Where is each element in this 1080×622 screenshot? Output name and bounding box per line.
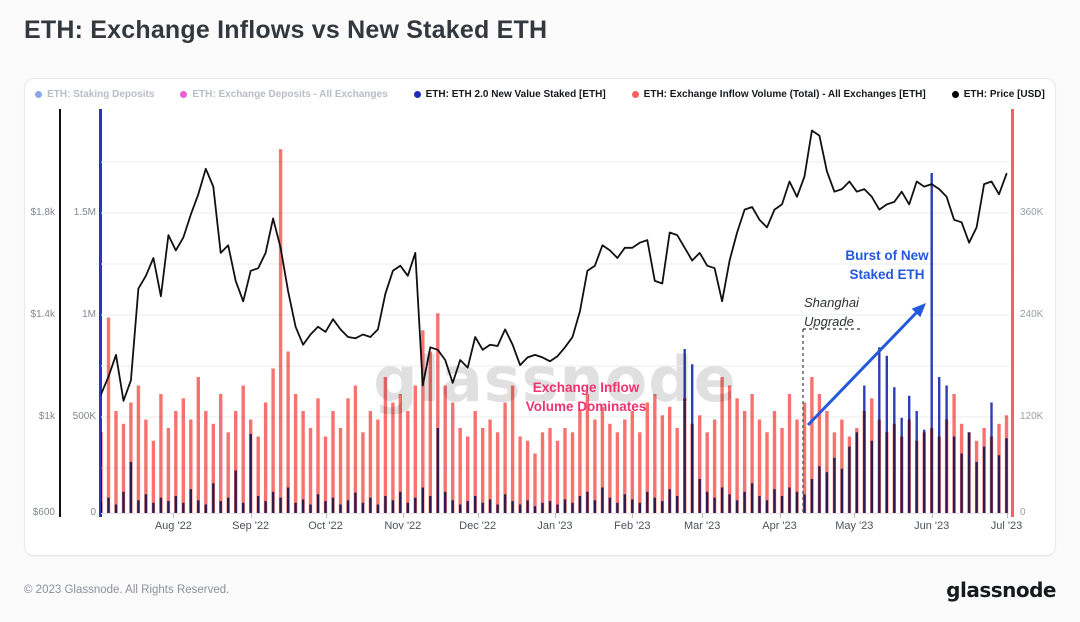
month-tick xyxy=(555,513,556,518)
month-tick-label: May '23 xyxy=(835,520,874,532)
legend-label: ETH: Exchange Inflow Volume (Total) - Al… xyxy=(643,89,926,100)
axis-tick-label: $1k xyxy=(38,411,55,422)
legend-dot-icon xyxy=(951,91,959,98)
legend-label: ETH: Exchange Deposits - All Exchanges xyxy=(192,89,388,100)
plot-area[interactable] xyxy=(101,111,1009,513)
inflow-axis-labels: 360K 240K 120K 0 xyxy=(1020,79,1064,557)
inflow-axis-line xyxy=(1011,109,1014,517)
legend-item-exchange-deposits[interactable]: ETH: Exchange Deposits - All Exchanges xyxy=(180,89,388,100)
month-tick xyxy=(173,513,175,518)
chart-legend: ETH: Staking Deposits ETH: Exchange Depo… xyxy=(25,89,1055,100)
axis-tick-label: 1M xyxy=(82,309,96,320)
axis-tick-label: 1.5M xyxy=(73,207,96,218)
price-axis-line xyxy=(59,109,61,517)
annotation-burst-of-new-staked-eth: Burst of New Staked ETH xyxy=(845,248,929,282)
plot-canvas xyxy=(101,129,1009,513)
month-tick xyxy=(477,513,479,518)
axis-tick-label: 0 xyxy=(90,507,96,518)
chart-card: ETH: Staking Deposits ETH: Exchange Depo… xyxy=(24,78,1056,556)
month-tick xyxy=(931,513,933,518)
month-tick-label: Feb '23 xyxy=(614,520,651,532)
legend-item-staking-deposits[interactable]: ETH: Staking Deposits xyxy=(35,89,154,100)
staked-axis-line xyxy=(99,109,102,517)
axis-tick-label: 0 xyxy=(1020,507,1026,518)
month-tick xyxy=(1006,513,1008,518)
legend-item-new-value-staked[interactable]: ETH: ETH 2.0 New Value Staked [ETH] xyxy=(413,89,606,100)
month-tick-label: Nov '22 xyxy=(384,520,422,532)
month-tick-label: Aug '22 xyxy=(154,520,192,532)
legend-item-price[interactable]: ETH: Price [USD] xyxy=(951,89,1045,100)
burst-arrow-line xyxy=(806,310,919,427)
annotation-overlay xyxy=(802,303,926,513)
legend-dot-icon xyxy=(35,91,43,98)
legend-label: ETH: Price [USD] xyxy=(963,89,1045,100)
footer-copyright: © 2023 Glassnode. All Rights Reserved. xyxy=(24,584,230,596)
axis-tick-label: 500K xyxy=(72,411,96,422)
axis-tick-label: 120K xyxy=(1020,411,1044,422)
month-tick-label: Apr '23 xyxy=(762,520,797,532)
price-axis-labels: $1.8k $1.4k $1k $600 xyxy=(25,79,55,557)
legend-label: ETH: Staking Deposits xyxy=(47,89,155,100)
legend-label: ETH: ETH 2.0 New Value Staked [ETH] xyxy=(425,89,606,100)
month-tick-label: Jan '23 xyxy=(537,520,573,532)
burst-arrow-head-icon xyxy=(911,303,926,318)
month-tick xyxy=(325,513,327,518)
axis-tick-label: $1.4k xyxy=(30,309,55,320)
axis-tick-label: 240K xyxy=(1020,309,1044,320)
axis-tick-label: $1.8k xyxy=(30,207,55,218)
month-tick xyxy=(632,513,634,518)
axis-tick-label: 360K xyxy=(1020,207,1044,218)
month-tick-label: Oct '22 xyxy=(308,520,343,532)
month-tick xyxy=(402,513,404,518)
month-tick xyxy=(702,513,704,518)
month-tick-label: Jun '23 xyxy=(914,520,950,532)
legend-dot-icon xyxy=(631,91,639,98)
month-tick xyxy=(250,513,252,518)
annotation-exchange-inflow-dominates: Exchange Inflow Volume Dominates xyxy=(525,380,647,414)
legend-dot-icon xyxy=(413,91,421,98)
month-tick xyxy=(854,513,856,518)
month-tick xyxy=(779,513,781,518)
month-tick-label: Dec '22 xyxy=(459,520,497,532)
month-tick-label: Sep '22 xyxy=(232,520,270,532)
page-title: ETH: Exchange Inflows vs New Staked ETH xyxy=(24,16,548,44)
axis-tick-label: $600 xyxy=(32,507,55,518)
staked-axis-labels: 1.5M 1M 500K 0 xyxy=(58,79,96,557)
legend-item-exchange-inflow-volume[interactable]: ETH: Exchange Inflow Volume (Total) - Al… xyxy=(631,89,926,100)
month-tick-label: Mar '23 xyxy=(684,520,721,532)
annotation-shanghai-upgrade: Shanghai Upgrade xyxy=(804,295,859,329)
legend-dot-icon xyxy=(180,91,188,98)
month-tick-label: Jul '23 xyxy=(990,520,1023,532)
glassnode-logo: glassnode xyxy=(946,578,1056,602)
